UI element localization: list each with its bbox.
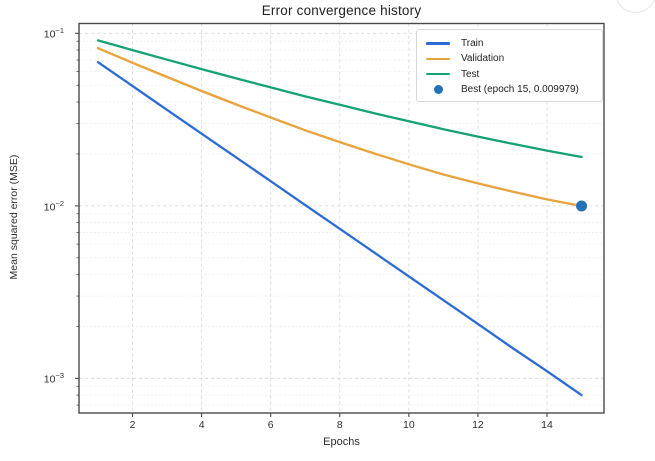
series-line-train [96,61,583,397]
best-point-marker [576,200,588,212]
legend-label: Best (epoch 15, 0.009979) [461,83,579,95]
legend-line-swatch [426,57,450,61]
legend-label: Validation [461,53,505,65]
x-tick-label: 2 [129,419,136,431]
chart-title: Error convergence history [261,3,422,18]
y-tick-label: 10−3 [43,371,64,386]
y-axis-label: Mean squared error (MSE) [8,154,20,280]
x-tick-label: 14 [541,419,553,431]
x-tick-label: 6 [267,419,274,431]
line-icon [426,72,450,76]
x-axis-label: Epochs [323,436,360,448]
legend-item: Test [426,67,592,82]
series-line-validation [96,47,583,208]
legend-item: Validation [426,51,592,66]
y-tick-label: 10−1 [43,26,64,41]
legend-item: Best (epoch 15, 0.009979) [426,82,592,97]
line-icon [426,42,450,45]
y-tick-label: 10−2 [43,198,64,214]
line-icon [426,57,450,61]
legend-dot-marker [426,84,450,94]
x-tick-label: 10 [403,419,415,431]
legend-line-swatch [426,72,450,76]
x-tick-label: 12 [472,419,484,431]
legend-line-swatch [426,42,450,45]
legend: Train Validation Test Best (epoch 15, 0.009… [416,29,603,102]
series-line-test [96,39,583,159]
legend-label: Train [461,38,484,49]
x-tick-label: 8 [336,419,343,431]
legend-item: Train [426,36,592,51]
legend-label: Test [461,68,480,80]
axes-spines [78,22,605,414]
dot-icon [433,84,443,94]
x-tick-label: 4 [198,419,205,431]
